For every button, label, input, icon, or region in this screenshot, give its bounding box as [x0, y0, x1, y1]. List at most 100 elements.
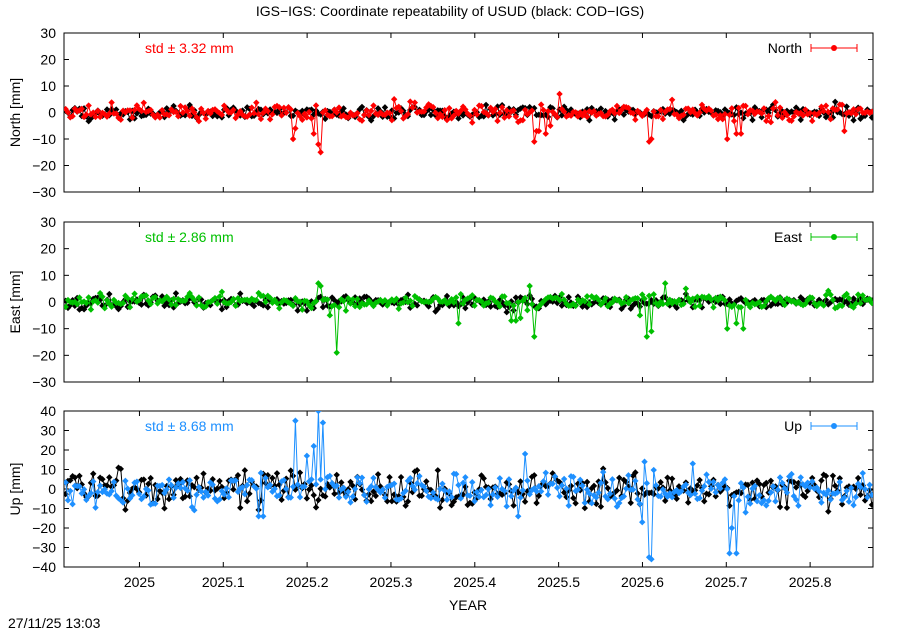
east-point	[80, 298, 88, 305]
north-point	[792, 108, 800, 116]
reference-point	[662, 294, 669, 301]
east-point	[724, 325, 731, 332]
reference-point	[549, 105, 556, 112]
reference-point	[250, 302, 258, 310]
north-point	[202, 115, 209, 122]
up-point	[78, 490, 85, 497]
north-point	[581, 109, 589, 116]
reference-point	[845, 112, 853, 119]
reference-point	[696, 476, 703, 484]
east-point	[168, 301, 175, 308]
reference-point	[96, 474, 104, 481]
east-point	[829, 296, 837, 304]
east-point	[142, 292, 150, 299]
reference-point	[558, 302, 566, 309]
reference-point	[367, 497, 375, 505]
north-point	[719, 116, 726, 123]
up-point	[292, 417, 299, 424]
up-point	[326, 472, 334, 480]
east-point	[540, 298, 547, 305]
reference-point	[648, 113, 655, 120]
north-point	[544, 107, 552, 115]
north-point	[289, 135, 297, 143]
reference-point	[680, 116, 687, 124]
up-point	[243, 481, 251, 489]
east-point	[730, 301, 738, 308]
east-point	[682, 285, 690, 292]
up-point	[779, 479, 786, 487]
north-point	[117, 116, 125, 123]
x-tick-label: 2025.3	[370, 574, 413, 590]
east-point	[218, 288, 226, 296]
east-point	[266, 294, 274, 302]
east-point	[868, 299, 873, 307]
reference-point	[434, 467, 441, 474]
east-point	[749, 299, 756, 307]
east-point	[276, 305, 283, 312]
y-tick-label: 30	[40, 423, 56, 439]
north-point	[103, 113, 111, 120]
east-point	[694, 293, 701, 301]
std-label: std ± 3.32 mm	[145, 40, 234, 56]
up-point	[423, 487, 430, 495]
y-tick-label: 20	[40, 241, 56, 257]
north-point	[668, 96, 676, 103]
reference-point	[590, 482, 598, 490]
north-point	[689, 106, 696, 113]
north-point	[834, 106, 841, 113]
up-point	[473, 488, 481, 496]
east-point	[83, 299, 90, 307]
east-point	[526, 282, 533, 290]
north-point	[852, 110, 860, 118]
up-point	[69, 500, 76, 508]
north-point	[597, 109, 605, 117]
up-point	[634, 496, 641, 503]
reference-point	[616, 474, 623, 482]
up-point	[64, 497, 72, 504]
east-point	[172, 301, 180, 309]
up-point	[632, 477, 639, 485]
up-point	[129, 492, 136, 499]
north-point	[347, 109, 354, 116]
up-point	[253, 485, 260, 492]
east-point	[825, 287, 832, 295]
north-point	[726, 111, 733, 119]
reference-point	[510, 502, 517, 509]
reference-point	[583, 478, 591, 486]
up-point	[110, 478, 118, 486]
up-point	[845, 498, 853, 505]
north-point	[367, 107, 375, 115]
north-point	[69, 112, 76, 120]
reference-point	[857, 491, 864, 498]
reference-point	[788, 108, 795, 115]
north-point	[774, 111, 781, 119]
east-point	[636, 312, 644, 319]
north-point	[246, 111, 253, 118]
up-point	[848, 484, 855, 492]
north-point	[409, 104, 416, 111]
up-point	[448, 493, 455, 501]
north-point	[737, 130, 745, 137]
up-point	[496, 475, 504, 482]
north-point	[567, 112, 575, 119]
y-tick-label: 10	[40, 78, 56, 94]
up-point	[521, 450, 529, 458]
up-point	[87, 489, 95, 497]
reference-point	[831, 98, 839, 106]
up-point	[145, 487, 152, 494]
up-point	[390, 480, 398, 487]
east-point	[554, 294, 561, 302]
up-point	[191, 507, 198, 514]
east-point	[508, 317, 515, 324]
up-point	[101, 486, 108, 493]
north-point	[469, 119, 476, 126]
up-point	[760, 497, 768, 504]
reference-point	[675, 110, 683, 117]
north-point	[650, 108, 657, 115]
reference-point	[671, 301, 678, 309]
up-point	[767, 489, 775, 496]
north-point	[535, 127, 543, 135]
up-point	[92, 504, 99, 511]
up-point	[659, 486, 667, 493]
reference-point	[567, 106, 575, 113]
